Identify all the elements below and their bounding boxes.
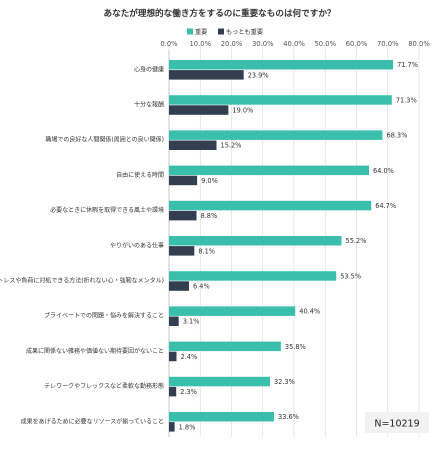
chart-title: あなたが理想的な働き方をするのに重要なものは何ですか？	[103, 7, 335, 19]
bar-important	[169, 412, 274, 422]
category-label: 心身の健康	[134, 65, 164, 73]
bar-most-important	[169, 351, 177, 362]
value-label-important: 71.3%	[396, 96, 417, 104]
sample-size-text: N=10219	[374, 419, 419, 430]
bar-most-important	[169, 316, 179, 326]
value-label-important: 71.7%	[397, 61, 418, 69]
bar-most-important	[169, 70, 244, 80]
bar-important	[169, 306, 296, 316]
category-label: やりがいのある仕事	[110, 241, 164, 249]
value-label-important: 55.2%	[346, 237, 367, 245]
x-tick-label: 40.0%	[283, 40, 305, 48]
value-label-most-important: 8.8%	[201, 212, 218, 220]
value-label-important: 32.3%	[274, 378, 295, 386]
x-tick-label: 70.0%	[377, 40, 399, 48]
value-label-important: 53.5%	[340, 272, 361, 280]
value-label-most-important: 1.8%	[179, 423, 196, 431]
category-label: 職場での良好な人間関係(周囲との良い関係)	[45, 136, 164, 144]
value-label-important: 64.7%	[375, 202, 396, 210]
bar-important	[169, 271, 337, 281]
bar-important	[169, 95, 392, 105]
x-tick-label: 60.0%	[346, 40, 368, 48]
bar-most-important	[169, 386, 177, 397]
bar-important	[169, 376, 270, 387]
bar-important	[169, 130, 383, 140]
bar-most-important	[169, 246, 195, 256]
x-tick-label: 20.0%	[221, 40, 243, 48]
bar-most-important	[169, 422, 175, 432]
value-label-most-important: 2.4%	[181, 353, 198, 361]
bar-most-important	[169, 210, 197, 221]
x-tick-label: 50.0%	[314, 40, 336, 48]
value-label-important: 40.4%	[299, 308, 320, 316]
value-label-important: 64.0%	[373, 167, 394, 175]
value-label-most-important: 19.0%	[232, 106, 253, 114]
value-label-important: 33.6%	[278, 413, 299, 421]
value-label-most-important: 2.3%	[180, 388, 197, 396]
value-label-most-important: 15.2%	[221, 142, 242, 150]
bar-most-important	[169, 105, 229, 115]
category-label: 必要なときに休暇を取得できる風土や環境	[50, 206, 164, 214]
legend: 重要 もっとも重要	[187, 28, 263, 36]
value-label-important: 68.3%	[386, 132, 407, 140]
category-label: 成果に関係ない雑務や価値ない期待要因がないこと	[26, 347, 164, 355]
legend-label-most-important: もっとも重要	[226, 28, 263, 36]
bar-important	[169, 236, 342, 246]
value-labels: 71.7% 23.9% 71.3% 19.0% 68.3% 15.2% 64.0% 9.0% 6…	[179, 61, 418, 431]
bar-important	[169, 341, 281, 352]
legend-label-important: 重要	[195, 28, 207, 36]
value-label-most-important: 23.9%	[248, 71, 269, 79]
category-label: 十分な報酬	[134, 101, 164, 109]
x-tick-label: 0.0%	[160, 40, 178, 48]
sample-size-annotation: N=10219	[365, 412, 429, 433]
category-label: ストレスや負荷に対処できる方法(折れない心・強靭なメンタル)	[0, 277, 164, 285]
value-label-most-important: 6.4%	[193, 282, 210, 290]
category-label: プライベートでの問題・悩みを解決すること	[44, 312, 164, 320]
value-label-most-important: 9.0%	[201, 177, 218, 185]
bar-important	[169, 200, 372, 211]
bar-most-important	[169, 175, 198, 186]
bars	[169, 60, 394, 432]
bar-important	[169, 60, 394, 70]
category-label: 成果をあげるために必要なリソースが揃っていること	[21, 417, 164, 425]
bar-most-important	[169, 140, 217, 150]
x-tick-label: 30.0%	[252, 40, 274, 48]
value-label-most-important: 8.1%	[198, 247, 215, 255]
bar-most-important	[169, 281, 189, 291]
x-tick-label: 10.0%	[189, 40, 211, 48]
sample-size-box	[365, 412, 429, 433]
x-tick-label: 80.0%	[408, 40, 430, 48]
value-label-important: 35.8%	[285, 343, 306, 351]
legend-swatch-important	[187, 28, 193, 35]
category-label: テレワークやフレックスなど柔軟な勤務形態	[44, 382, 164, 390]
x-axis-ticks: 0.0% 10.0% 20.0% 30.0% 40.0% 50.0% 60.0% 70.0% 8…	[160, 40, 430, 48]
category-label: 自由に使える時間	[116, 171, 164, 179]
value-label-most-important: 3.1%	[183, 318, 200, 326]
legend-swatch-most-important	[218, 28, 224, 35]
bar-important	[169, 165, 369, 176]
